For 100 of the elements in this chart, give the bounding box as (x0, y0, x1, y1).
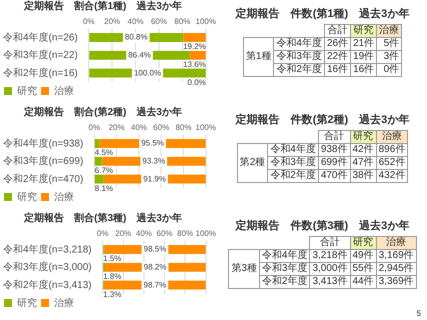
text: 0件 (384, 64, 400, 75)
category-label: 合計 (318, 130, 350, 144)
text: 第3種 (228, 250, 260, 288)
x-tick-label: 40% (136, 229, 152, 238)
legend-label: 治療 (54, 190, 74, 203)
y-tick-label: 令和3年度(n=3,000) (2, 261, 92, 274)
x-tick-label: 0% (82, 17, 95, 26)
x-tick-label: 60% (153, 123, 170, 132)
category-label: 合計 (324, 24, 351, 38)
bar (94, 139, 100, 148)
text: 3件 (384, 51, 400, 62)
text: 38件 (352, 170, 374, 181)
y-tick-label: 令和4年度(n=938) (2, 137, 84, 150)
data-label: 13.6% (183, 60, 206, 69)
y-tick-label: 令和2年度(n=470) (2, 172, 84, 185)
text: 2,945件 (378, 263, 414, 274)
data-label: 0.0% (188, 78, 206, 87)
text: 26件 (326, 38, 348, 49)
x-tick-label: 80% (174, 17, 190, 26)
text: 16件 (353, 64, 374, 75)
text: 699件 (320, 157, 348, 168)
x-tick-label: 40% (130, 123, 147, 132)
x-tick-label: 20% (108, 123, 125, 132)
data-label: 80.8% (124, 32, 148, 42)
text: 第2種 (237, 144, 268, 182)
text: 44件 (352, 276, 374, 287)
text: 定期報告 件数(第3種) 過去3か年 (234, 218, 410, 233)
x-tick-label: 0% (96, 229, 108, 238)
text: 3,000件 (312, 263, 348, 274)
text: 47件 (352, 157, 374, 168)
text: 55件 (352, 263, 374, 274)
bar (190, 50, 206, 60)
category-label: 研究 (350, 130, 376, 144)
text: 19件 (353, 51, 374, 62)
text: 22件 (326, 51, 348, 62)
category-label: 令和2年度 (262, 276, 308, 287)
text: 49件 (352, 250, 374, 261)
x-tick-label: 20% (115, 229, 132, 238)
bar (183, 33, 206, 42)
category-label: 令和4年度 (270, 144, 316, 155)
text: 896件 (378, 144, 406, 155)
data-label: 91.9% (143, 174, 166, 184)
x-tick-label: 60% (156, 229, 173, 238)
data-label: 98.7% (144, 280, 166, 290)
text: 432件 (378, 170, 406, 181)
category-label: 令和4年度 (262, 250, 308, 261)
legend-label: 研究 (17, 190, 37, 203)
text: 第1種 (243, 38, 274, 76)
data-label: 6.7% (94, 166, 114, 175)
text: 42件 (352, 144, 374, 155)
data-label: 100.0% (134, 68, 162, 78)
y-tick-label: 令和4年度(n=26) (2, 31, 78, 44)
text: 3,413件 (312, 276, 348, 287)
bar (94, 174, 104, 184)
bar (94, 156, 102, 166)
legend-label: 治療 (54, 296, 74, 309)
text: 652件 (378, 157, 406, 168)
data-label: 93.3% (142, 156, 166, 166)
category-label: 令和3年度 (270, 157, 316, 168)
text: 21件 (353, 38, 374, 49)
x-tick-label: 100% (196, 17, 216, 26)
text: 3,218件 (312, 250, 348, 261)
x-tick-label: 40% (128, 17, 144, 26)
category-label: 研究 (350, 24, 377, 38)
category-label: 合計 (310, 236, 350, 250)
legend-label: 研究 (17, 296, 37, 309)
x-tick-label: 80% (177, 229, 194, 238)
text: 定期報告 件数(第2種) 過去3か年 (234, 112, 410, 127)
category-label: 令和3年度 (276, 51, 322, 62)
text: 16件 (326, 64, 348, 75)
category-label: 治療 (376, 236, 416, 250)
text: 5 (416, 309, 421, 318)
y-tick-label: 令和3年度(n=22) (2, 49, 78, 62)
category-label: 令和3年度 (262, 263, 308, 274)
text: 470件 (320, 170, 348, 181)
category-label: 令和2年度 (270, 170, 316, 181)
chart-title: 定期報告 割合(第1種) 過去3か年 (23, 0, 182, 12)
category-label: 令和4年度 (276, 38, 322, 49)
data-label: 86.4% (128, 50, 151, 60)
chart-title: 定期報告 割合(第2種) 過去3か年 (23, 106, 182, 118)
category-label: 研究 (350, 236, 376, 250)
data-label: 4.5% (94, 148, 114, 158)
data-label: 8.1% (94, 184, 114, 193)
data-label: 95.5% (141, 138, 164, 148)
x-tick-label: 80% (175, 123, 192, 132)
legend-label: 治療 (54, 84, 74, 97)
data-label: 1.3% (103, 290, 122, 299)
text: 938件 (320, 144, 348, 155)
y-tick-label: 令和3年度(n=699) (2, 155, 84, 168)
x-tick-label: 20% (104, 17, 120, 26)
data-label: 19.2% (183, 42, 206, 52)
y-tick-label: 令和2年度(n=16) (2, 66, 78, 79)
category-label: 治療 (376, 24, 402, 38)
y-tick-label: 令和2年度(n=3,413) (2, 278, 92, 291)
legend-label: 研究 (17, 84, 37, 97)
data-label: 1.8% (103, 272, 122, 281)
x-tick-label: 100% (196, 229, 216, 238)
text: 定期報告 件数(第1種) 過去3か年 (234, 6, 410, 21)
text: 3,369件 (378, 276, 414, 287)
x-tick-label: 0% (88, 123, 100, 132)
